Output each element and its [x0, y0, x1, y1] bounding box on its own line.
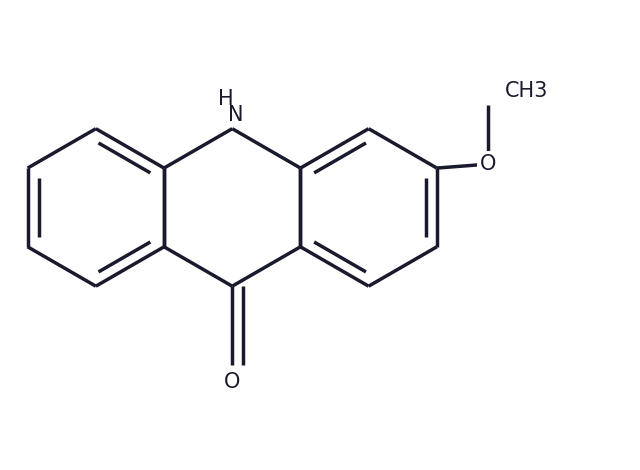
Text: N: N [228, 104, 244, 125]
Text: O: O [480, 154, 496, 174]
Text: CH3: CH3 [506, 81, 548, 101]
Text: O: O [224, 372, 241, 392]
Text: H: H [218, 89, 234, 109]
